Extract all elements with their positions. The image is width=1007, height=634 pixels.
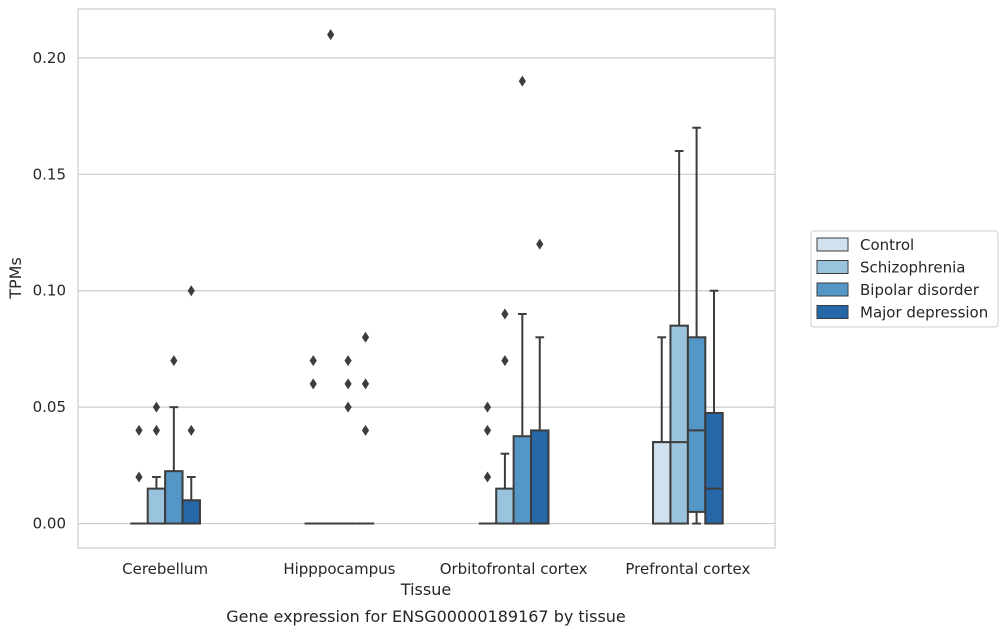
x-tick-label: Prefrontal cortex xyxy=(625,560,750,578)
box-control xyxy=(652,336,672,525)
box-bipolar-disorder xyxy=(512,75,533,525)
legend-entry: Major depression xyxy=(860,304,988,322)
outlier-point xyxy=(309,355,317,367)
legend-entry: Bipolar disorder xyxy=(860,281,980,299)
y-tick-label: 0.05 xyxy=(33,398,66,416)
outlier-point xyxy=(518,75,526,87)
box-control xyxy=(130,424,148,525)
outlier-point xyxy=(344,355,352,367)
box-rect xyxy=(495,487,515,525)
y-tick-label: 0.00 xyxy=(33,515,66,533)
x-axis-title: Tissue xyxy=(400,580,451,599)
box-major-depression xyxy=(530,238,550,525)
box-rect xyxy=(652,441,672,525)
y-axis-ticks: 0.00 0.05 0.10 0.15 0.20 xyxy=(33,49,66,533)
outlier-point xyxy=(501,308,509,320)
outlier-point xyxy=(483,471,492,483)
outlier-point xyxy=(187,424,195,436)
box-rect xyxy=(146,487,167,525)
y-axis-title: TPMs xyxy=(6,257,25,300)
outlier-point xyxy=(483,401,492,413)
x-tick-label: Hipppocampus xyxy=(283,560,395,578)
outlier-point xyxy=(135,424,143,436)
box-rect xyxy=(164,470,184,525)
outlier-point xyxy=(344,378,352,390)
outlier-point xyxy=(170,355,178,367)
legend-swatch xyxy=(816,237,849,252)
box-control xyxy=(478,401,497,525)
box-major-depression xyxy=(704,289,724,525)
legend-entry: Control xyxy=(860,236,914,254)
box-schizophrenia xyxy=(669,150,689,525)
outlier-point xyxy=(187,285,195,297)
x-axis-ticks: Cerebellum Hipppocampus Orbitofrontal cort… xyxy=(122,560,750,578)
outlier-point xyxy=(501,355,509,367)
x-tick-label: Orbitofrontal cortex xyxy=(440,560,588,578)
x-tick-label: Cerebellum xyxy=(122,560,208,578)
box-rect xyxy=(530,429,550,525)
outlier-point xyxy=(361,424,370,436)
y-tick-label: 0.20 xyxy=(33,49,66,67)
legend-swatch xyxy=(816,260,849,274)
y-tick-label: 0.15 xyxy=(33,165,66,183)
outlier-point xyxy=(483,424,492,436)
box-schizophrenia xyxy=(146,401,167,525)
figure-caption: Gene expression for ENSG00000189167 by t… xyxy=(226,607,626,626)
plot-area xyxy=(77,8,776,549)
outlier-point xyxy=(309,378,317,390)
box-schizophrenia xyxy=(321,29,340,525)
box-major-depression xyxy=(356,331,375,525)
y-tick-label: 0.10 xyxy=(33,282,66,300)
outlier-point xyxy=(327,29,335,41)
outlier-point xyxy=(536,238,544,250)
box-major-depression xyxy=(181,285,201,525)
legend-swatch xyxy=(816,305,849,319)
outlier-point xyxy=(135,471,143,483)
outlier-point xyxy=(344,401,352,413)
box-rect xyxy=(669,324,689,525)
box-rect xyxy=(512,435,533,525)
legend-frame xyxy=(810,230,999,328)
boxes xyxy=(130,29,724,525)
legend-swatch xyxy=(816,282,849,297)
box-bipolar-disorder xyxy=(339,355,357,525)
outlier-point xyxy=(152,424,161,436)
legend: Control Schizophrenia Bipolar disorder Majo… xyxy=(810,230,999,328)
legend-entry: Schizophrenia xyxy=(860,259,965,277)
box-bipolar-disorder xyxy=(164,355,184,525)
box-rect xyxy=(704,411,724,525)
box-schizophrenia xyxy=(495,308,515,525)
box-rect xyxy=(686,336,707,513)
outlier-point xyxy=(361,378,370,390)
box-bipolar-disorder xyxy=(686,126,707,525)
outlier-point xyxy=(361,331,370,343)
outlier-point xyxy=(152,401,161,413)
box-control xyxy=(304,355,322,525)
box-rect xyxy=(181,499,201,525)
